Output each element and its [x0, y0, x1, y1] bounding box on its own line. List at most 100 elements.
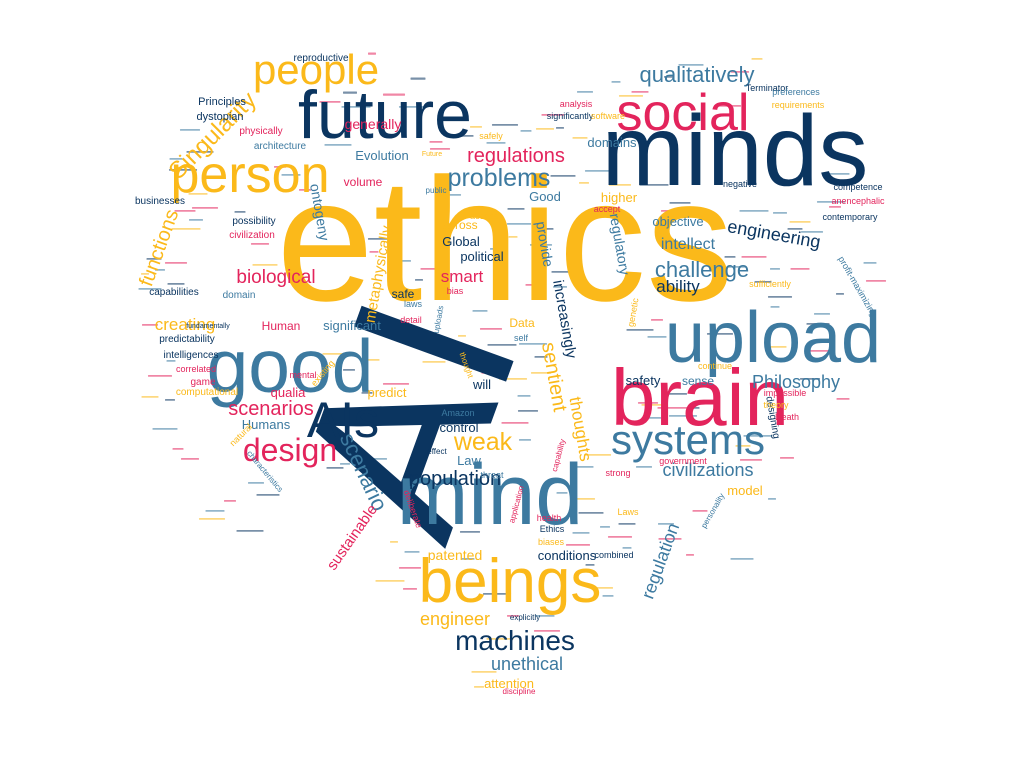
filler-word-mark [171, 228, 201, 230]
filler-word-mark [236, 530, 264, 532]
word-effect: effect [427, 447, 447, 456]
word-bias: bias [447, 286, 464, 296]
filler-word-mark [541, 114, 565, 116]
word-control: control [439, 420, 478, 435]
word-machines: machines [455, 625, 575, 656]
filler-word-mark [790, 268, 810, 270]
filler-word-mark [669, 202, 691, 204]
word-cloud-words: AIethicsmindmindsuploadbraingoodfuturebe… [135, 46, 886, 696]
filler-word-mark [391, 423, 417, 425]
word-civilizations: civilizations [662, 460, 753, 480]
word-smart: smart [441, 267, 484, 286]
filler-word-mark [770, 268, 780, 270]
filler-word-mark [248, 482, 264, 484]
word-access: access [470, 211, 499, 221]
filler-word-mark [651, 319, 663, 321]
filler-word-mark [538, 228, 554, 230]
filler-word-mark [686, 407, 700, 409]
filler-word-mark [481, 372, 503, 374]
filler-word-mark [741, 256, 767, 258]
filler-word-mark [665, 393, 687, 395]
word-ability: ability [656, 277, 700, 296]
filler-word-mark [141, 273, 149, 275]
word-weak: weak [453, 428, 513, 456]
filler-word-mark [639, 184, 669, 186]
word-public: public [426, 186, 447, 195]
word-health: health [537, 513, 562, 523]
word-accept: accept [594, 204, 621, 214]
filler-word-mark [740, 459, 762, 461]
word-domain: domain [223, 290, 256, 301]
filler-word-mark [715, 105, 741, 107]
filler-word-mark [172, 448, 184, 450]
filler-word-mark [822, 173, 850, 175]
filler-word-mark [780, 457, 794, 459]
word-significantly: significantly [547, 111, 594, 121]
filler-word-mark [499, 378, 527, 380]
filler-word-mark [165, 262, 187, 264]
filler-word-mark [707, 333, 733, 335]
filler-word-mark [585, 170, 613, 172]
filler-word-mark [661, 210, 675, 212]
word-negative: negative [723, 179, 757, 189]
word-game: game [190, 377, 215, 388]
filler-word-mark [360, 359, 380, 361]
filler-word-mark [765, 346, 787, 348]
filler-word-mark [519, 439, 531, 441]
filler-word-mark [751, 58, 763, 60]
word-laws: laws [404, 299, 423, 309]
word-future: future [298, 77, 472, 153]
filler-word-mark [441, 194, 461, 196]
filler-word-mark [520, 130, 532, 132]
filler-word-mark [165, 399, 175, 401]
word-domains: domains [587, 135, 637, 150]
word-model: model [727, 483, 763, 498]
filler-word-mark [403, 588, 417, 590]
filler-word-mark [724, 256, 736, 258]
word-creating: creating [155, 315, 215, 334]
filler-word-mark [155, 269, 165, 271]
filler-word-mark [180, 129, 200, 131]
word-detail: detail [400, 315, 422, 325]
filler-word-mark [754, 281, 772, 283]
filler-word-mark [343, 369, 355, 371]
word-design: design [243, 432, 337, 468]
word-biases: biases [538, 537, 565, 547]
filler-word-mark [189, 219, 203, 221]
filler-word-mark [274, 166, 286, 168]
filler-word-mark [369, 251, 379, 253]
filler-word-mark [801, 231, 823, 233]
word-requirements: requirements [772, 100, 825, 110]
filler-word-mark [626, 329, 654, 331]
filler-word-mark [768, 296, 792, 298]
word-higher: higher [601, 190, 638, 205]
filler-word-mark [664, 76, 674, 78]
word-intelligences: intelligences [163, 350, 218, 361]
word-population: population [409, 468, 501, 490]
filler-word-mark [472, 310, 488, 312]
filler-word-mark [326, 467, 344, 469]
filler-word-mark [609, 184, 631, 186]
filler-word-mark [863, 262, 877, 264]
word-systems: systems [611, 416, 765, 463]
filler-word-mark [430, 148, 450, 150]
word-predict: predict [367, 385, 406, 400]
word-person: person [171, 146, 330, 204]
filler-word-mark [281, 174, 301, 176]
word-predictability: predictability [159, 334, 215, 345]
filler-word-mark [577, 91, 593, 93]
word-death: Death [775, 412, 799, 422]
word-brain: brain [611, 353, 789, 442]
word-regulation: regulation [637, 520, 683, 601]
filler-word-mark [531, 372, 551, 374]
filler-word-mark [490, 248, 506, 250]
filler-word-mark [728, 266, 746, 268]
filler-word-mark [324, 144, 352, 146]
word-attention: attention [484, 676, 534, 691]
filler-word-mark [490, 359, 504, 361]
filler-word-mark [341, 106, 371, 108]
filler-word-mark [739, 210, 769, 212]
word-ethics: ethics [276, 143, 733, 338]
word-objective: objective [652, 214, 703, 229]
word-biological: biological [236, 267, 315, 288]
